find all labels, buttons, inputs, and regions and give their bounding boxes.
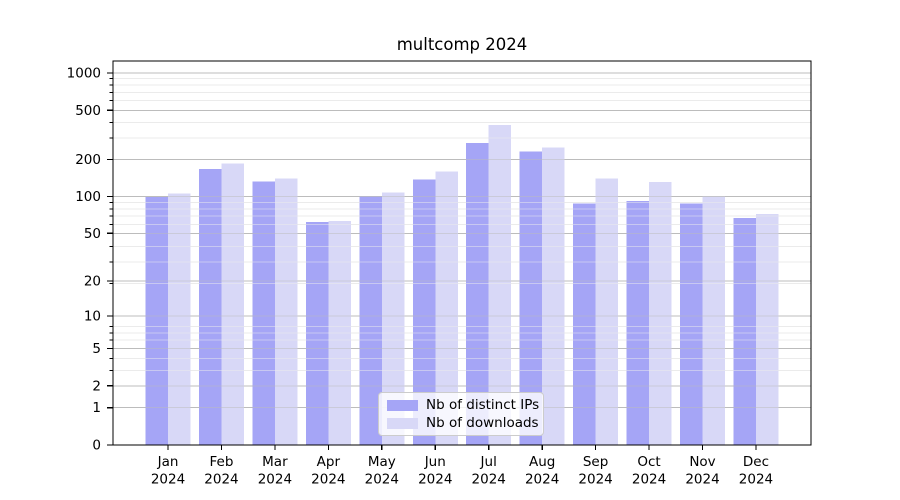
- bar-downloads: [221, 163, 244, 445]
- x-tick-label-year: 2024: [632, 472, 666, 488]
- legend-item-downloads: Nb of downloads: [387, 415, 539, 431]
- bar-downloads: [168, 193, 191, 445]
- x-tick-label-month: Mar: [262, 454, 288, 470]
- x-tick-label-year: 2024: [578, 472, 612, 488]
- legend-label-downloads: Nb of downloads: [426, 415, 539, 431]
- x-tick-label-month: Dec: [743, 454, 769, 470]
- bar-downloads: [702, 196, 725, 445]
- x-tick-label-year: 2024: [204, 472, 238, 488]
- x-tick-label-month: Jul: [480, 454, 497, 470]
- bar-downloads: [649, 182, 672, 445]
- x-tick-label-month: May: [368, 454, 396, 470]
- bar-distinct-ips: [626, 200, 650, 445]
- bar-downloads: [274, 178, 298, 446]
- bar-distinct-ips: [680, 203, 703, 445]
- y-tick-label: 100: [75, 189, 101, 205]
- legend-label-distinct-ips: Nb of distinct IPs: [426, 397, 540, 413]
- y-tick-label: 50: [84, 226, 101, 242]
- legend-swatch-downloads: [387, 417, 418, 429]
- legend-item-distinct-ips: Nb of distinct IPs: [387, 397, 539, 413]
- plot-border: [112, 60, 812, 446]
- x-tick-label-month: Oct: [637, 454, 660, 470]
- y-tick-label: 10: [84, 308, 101, 324]
- x-tick-label-month: Aug: [529, 454, 555, 470]
- x-tick-label-year: 2024: [365, 472, 399, 488]
- bar-distinct-ips: [198, 168, 222, 445]
- x-tick-label-month: Feb: [209, 454, 233, 470]
- bar-distinct-ips: [412, 179, 436, 445]
- x-tick-label-month: Jan: [157, 454, 179, 470]
- x-tick-label-year: 2024: [258, 472, 292, 488]
- x-tick-label-month: Sep: [583, 454, 608, 470]
- chart-title: multcomp 2024: [396, 35, 528, 54]
- bar-distinct-ips: [519, 151, 543, 446]
- x-tick-label-year: 2024: [525, 472, 559, 488]
- bar-downloads: [381, 192, 405, 445]
- bar-downloads: [488, 125, 512, 445]
- y-tick-label: 0: [92, 438, 101, 454]
- bar-downloads: [595, 178, 619, 446]
- legend: Nb of distinct IPs Nb of downloads: [378, 392, 544, 436]
- y-tick-label: 200: [75, 152, 101, 168]
- bar-distinct-ips: [359, 196, 382, 445]
- x-tick-label-year: 2024: [151, 472, 185, 488]
- bar-distinct-ips: [466, 142, 489, 445]
- x-tick-label-year: 2024: [472, 472, 506, 488]
- x-tick-label-month: Apr: [317, 454, 341, 470]
- y-tick-label: 2: [92, 378, 101, 394]
- x-tick-label-month: Nov: [689, 454, 715, 470]
- x-tick-label-year: 2024: [739, 472, 773, 488]
- x-tick-label-year: 2024: [311, 472, 345, 488]
- bars-group: [145, 125, 779, 446]
- bar-downloads: [542, 147, 565, 445]
- x-tick-label-month: Jun: [424, 454, 446, 470]
- y-tick-label: 5: [92, 341, 101, 357]
- bar-distinct-ips: [733, 217, 756, 445]
- bar-distinct-ips: [573, 203, 596, 445]
- y-tick-label: 500: [75, 103, 101, 119]
- bar-distinct-ips: [252, 181, 275, 445]
- y-tick-label: 1: [92, 400, 101, 416]
- bar-downloads: [755, 213, 779, 445]
- x-tick-label-year: 2024: [418, 472, 452, 488]
- bar-downloads: [435, 171, 458, 445]
- legend-swatch-distinct-ips: [387, 399, 418, 411]
- bar-distinct-ips: [145, 197, 168, 445]
- y-tick-label: 20: [84, 274, 101, 290]
- x-tick-label-year: 2024: [685, 472, 719, 488]
- y-tick-label: 1000: [67, 66, 101, 82]
